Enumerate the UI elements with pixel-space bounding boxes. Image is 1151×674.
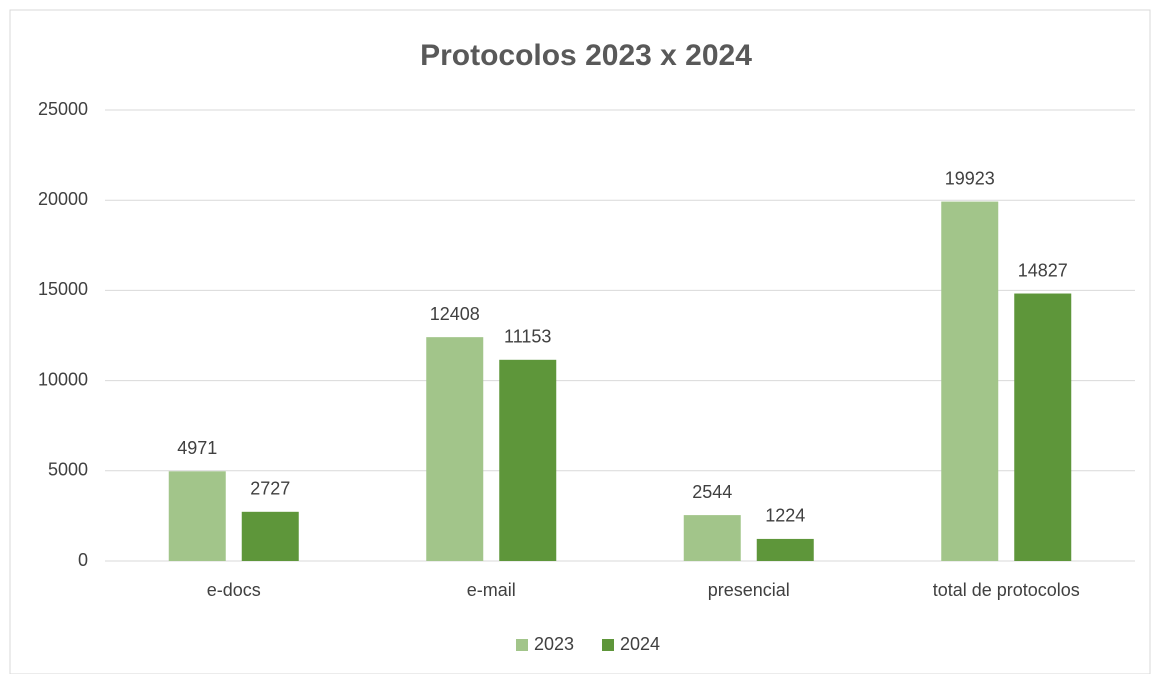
chart-title: Protocolos 2023 x 2024 — [420, 39, 752, 72]
data-label: 2544 — [692, 482, 732, 502]
y-tick-label: 0 — [78, 550, 88, 570]
y-tick-label: 25000 — [38, 99, 88, 119]
bar — [168, 471, 226, 561]
data-label: 1224 — [765, 506, 805, 526]
legend-label: 2024 — [620, 634, 660, 654]
bar — [426, 337, 484, 561]
data-label: 12408 — [430, 304, 480, 324]
data-label: 2727 — [250, 479, 290, 499]
legend-swatch — [602, 639, 614, 651]
data-label: 14827 — [1018, 260, 1068, 280]
legend-label: 2023 — [534, 634, 574, 654]
y-tick-label: 20000 — [38, 189, 88, 209]
y-tick-label: 15000 — [38, 279, 88, 299]
bar — [499, 359, 557, 561]
bar — [683, 515, 741, 561]
legend-swatch — [516, 639, 528, 651]
y-tick-label: 5000 — [48, 460, 88, 480]
x-tick-label: e-docs — [207, 580, 261, 600]
data-label: 4971 — [177, 438, 217, 458]
x-tick-label: presencial — [708, 580, 790, 600]
x-tick-label: e-mail — [467, 580, 516, 600]
data-label: 19923 — [945, 168, 995, 188]
bar — [1014, 293, 1072, 561]
bar — [941, 201, 999, 561]
bar — [756, 538, 814, 561]
x-tick-label: total de protocolos — [933, 580, 1080, 600]
y-tick-label: 10000 — [38, 369, 88, 389]
data-label: 11153 — [504, 327, 551, 347]
bar — [241, 511, 299, 561]
